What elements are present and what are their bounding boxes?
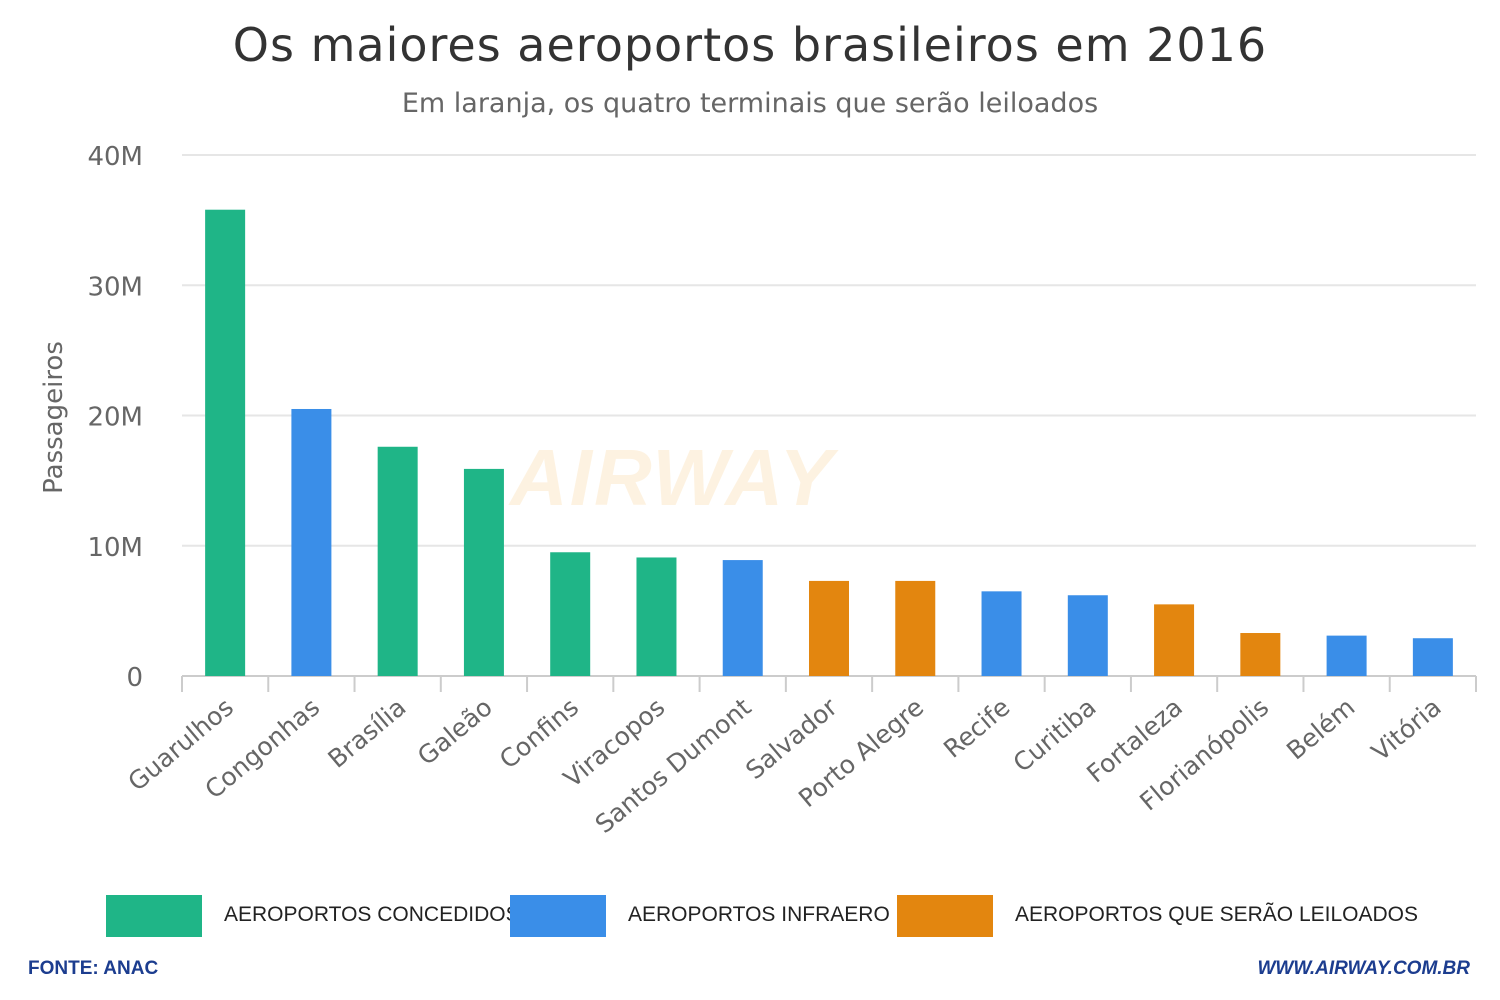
bar (463, 468, 504, 676)
bar (205, 209, 246, 676)
legend-swatch-infraero (510, 895, 606, 937)
bar (1326, 635, 1367, 676)
bar (1412, 638, 1453, 676)
y-tick-label: 0 (126, 663, 143, 693)
site-link[interactable]: WWW.AIRWAY.COM.BR (1257, 958, 1471, 979)
bar (291, 408, 332, 676)
x-tick-label: Belém (1281, 692, 1360, 765)
bar (377, 446, 418, 676)
airway-watermark: AIRWAY (510, 433, 835, 522)
bar (895, 580, 936, 676)
y-tick-label: 30M (87, 272, 143, 302)
bar (550, 552, 591, 676)
y-tick-label: 40M (87, 142, 143, 172)
bar (722, 560, 763, 676)
legend-label-infraero: AEROPORTOS INFRAERO (628, 903, 890, 926)
y-tick-label: 10M (87, 533, 143, 563)
bar (1067, 595, 1108, 676)
legend-swatch-concedidos (106, 895, 202, 937)
legend-label-concedidos: AEROPORTOS CONCEDIDOS (224, 903, 520, 926)
x-tick-label: Vitória (1366, 692, 1447, 766)
x-tick-label: Galeão (412, 692, 498, 771)
legend-swatch-leiloados (897, 895, 993, 937)
x-tick-label: Recife (938, 692, 1015, 763)
chart-subtitle: Em laranja, os quatro terminais que serã… (401, 88, 1099, 119)
legend: AEROPORTOS CONCEDIDOS AEROPORTOS INFRAER… (0, 895, 1500, 939)
y-axis-title: Passageiros (39, 341, 69, 494)
bar-chart: 010M20M30M40MPassageirosGuarulhosCongonh… (39, 142, 1477, 839)
bar (981, 591, 1022, 676)
source-note: FONTE: ANAC (28, 958, 159, 979)
bar (1240, 633, 1281, 676)
x-tick-label: Santos Dumont (590, 692, 757, 839)
bar (636, 557, 677, 676)
chart-title: Os maiores aeroportos brasileiros em 201… (232, 18, 1268, 72)
x-tick-label: Brasília (322, 692, 411, 773)
y-tick-label: 20M (87, 403, 143, 433)
legend-label-leiloados: AEROPORTOS QUE SERÃO LEILOADOS (1015, 903, 1419, 926)
bar (809, 580, 849, 676)
bar (1154, 604, 1195, 676)
